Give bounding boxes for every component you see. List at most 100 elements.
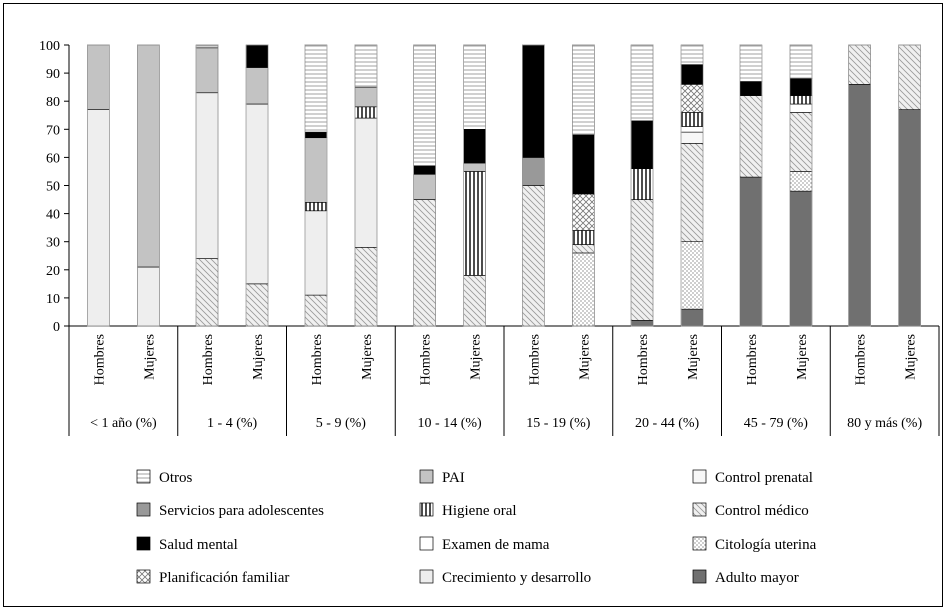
bar-segment-control-medico xyxy=(463,275,486,327)
bar-outline xyxy=(680,44,704,327)
bar-segment-higiene-oral xyxy=(789,95,813,105)
bar-outline xyxy=(848,44,871,327)
y-tick-label: 30 xyxy=(46,236,60,251)
bar-outline xyxy=(898,44,921,327)
bar-segment-control-medico xyxy=(245,283,269,327)
legend-label-pai: PAI xyxy=(442,470,465,486)
legend-label-planificacion-familiar: Planificación familiar xyxy=(159,570,289,586)
bar-segment-examen-de-mama xyxy=(789,103,813,113)
legend-swatch-servicios-para-adolescentes xyxy=(136,502,151,517)
bar-segment-crecimiento-y-desarrollo xyxy=(245,103,269,285)
bar-segment-examen-de-mama xyxy=(680,126,704,133)
legend-label-servicios-para-adolescentes: Servicios para adolescentes xyxy=(159,503,324,519)
legend-swatch-examen-de-mama xyxy=(419,536,434,551)
y-tick-label: 0 xyxy=(53,320,60,335)
bar-outline xyxy=(463,44,486,327)
group-label: < 1 año (%) xyxy=(90,416,157,431)
y-tick-label: 20 xyxy=(46,264,60,279)
legend-label-crecimiento-y-desarrollo: Crecimiento y desarrollo xyxy=(442,570,591,586)
bar-segment-adulto-mayor xyxy=(630,320,654,327)
bar-outline xyxy=(739,44,763,327)
bar-segment-control-medico xyxy=(848,44,871,85)
bar-segment-otros xyxy=(739,44,763,82)
bar-outline xyxy=(304,44,328,327)
legend-swatch-citologia-uterina xyxy=(692,536,707,551)
legend-label-otros: Otros xyxy=(159,470,192,486)
sex-label: Mujeres xyxy=(795,334,810,380)
bar-segment-citologia-uterina xyxy=(789,171,813,192)
sex-label: Hombres xyxy=(201,334,216,385)
sex-label: Hombres xyxy=(745,334,760,385)
bar-segment-control-medico xyxy=(898,44,921,110)
bar-segment-salud-mental xyxy=(463,129,486,164)
y-tick-label: 10 xyxy=(46,292,60,307)
legend-label-adulto-mayor: Adulto mayor xyxy=(715,570,799,586)
sex-label: Hombres xyxy=(419,334,434,385)
legend-label-higiene-oral: Higiene oral xyxy=(442,503,517,519)
bar-segment-control-medico xyxy=(680,143,704,243)
bar-segment-pai xyxy=(195,47,219,94)
bar-segment-crecimiento-y-desarrollo xyxy=(137,266,160,327)
bar-segment-control-medico xyxy=(789,112,813,172)
sex-label: Mujeres xyxy=(360,334,375,380)
group-label: 15 - 19 (%) xyxy=(526,416,590,431)
sex-label: Mujeres xyxy=(904,334,919,380)
bar-outline xyxy=(195,44,219,327)
bar-segment-salud-mental xyxy=(680,64,704,85)
sex-label: Hombres xyxy=(636,334,651,385)
bar-outline xyxy=(354,44,378,327)
bar-segment-planificacion-familiar xyxy=(572,193,595,231)
y-tick-label: 50 xyxy=(46,180,60,195)
stacked-bar-chart: 0 10 20 30 40 50 60 70 80 90 100 < 1 año (%) Hombre… xyxy=(39,39,940,586)
bar-segment-pai xyxy=(463,162,486,172)
legend-label-control-medico: Control médico xyxy=(715,503,809,519)
bar-outline xyxy=(522,44,545,327)
bar-segment-control-medico xyxy=(739,95,763,178)
bar-outline xyxy=(137,44,160,327)
bar-segment-salud-mental xyxy=(630,120,654,169)
bar-outline xyxy=(630,44,654,327)
bar-outline xyxy=(87,44,110,327)
sex-label: Hombres xyxy=(310,334,325,385)
axes: 0 10 20 30 40 50 60 70 80 90 100 xyxy=(39,39,940,436)
bar-outline xyxy=(245,44,269,327)
y-tick-label: 100 xyxy=(39,39,60,54)
bar-segment-higiene-oral xyxy=(572,230,595,245)
sex-label: Hombres xyxy=(92,334,107,385)
legend-label-examen-de-mama: Examen de mama xyxy=(442,537,550,553)
legend-swatch-adulto-mayor xyxy=(692,569,707,584)
bar-segment-higiene-oral xyxy=(304,202,328,212)
bar-segment-control-medico xyxy=(413,199,436,327)
bar-segment-control-prenatal xyxy=(680,131,704,144)
bar-segment-crecimiento-y-desarrollo xyxy=(304,210,328,296)
bar-segment-control-medico xyxy=(354,247,378,327)
bar-segment-control-medico xyxy=(304,294,328,327)
bar-segment-crecimiento-y-desarrollo xyxy=(354,117,378,248)
bar-segment-adulto-mayor xyxy=(848,84,871,327)
bar-segment-control-medico xyxy=(572,244,595,254)
sex-label: Mujeres xyxy=(469,334,484,380)
bar-segment-otros xyxy=(680,44,704,65)
group-label: 80 y más (%) xyxy=(847,416,922,431)
bar-segment-otros xyxy=(572,44,595,136)
bar-segment-otros xyxy=(304,44,328,133)
bar-segment-higiene-oral xyxy=(463,171,486,276)
legend-swatch-control-medico xyxy=(692,502,707,517)
legend-swatch-crecimiento-y-desarrollo xyxy=(419,569,434,584)
bar-segment-otros xyxy=(463,44,486,130)
bar-segment-salud-mental xyxy=(304,131,328,139)
legend-swatch-salud-mental xyxy=(136,536,151,551)
group-label: 20 - 44 (%) xyxy=(635,416,699,431)
group-label: 1 - 4 (%) xyxy=(207,416,257,431)
bar-segment-higiene-oral xyxy=(680,112,704,127)
bar-segment-control-medico xyxy=(630,199,654,321)
bar-outline xyxy=(572,44,595,327)
bar-segment-adulto-mayor xyxy=(789,190,813,327)
group-label: 10 - 14 (%) xyxy=(418,416,482,431)
legend: Otros PAI Control prenatal Servicios para a… xyxy=(136,469,817,586)
legend-label-citologia-uterina: Citología uterina xyxy=(715,537,817,553)
bar-segment-pai xyxy=(87,44,110,110)
legend-swatch-higiene-oral xyxy=(419,502,434,517)
bar-segment-otros xyxy=(630,44,654,122)
bar-segment-otros xyxy=(195,44,219,49)
